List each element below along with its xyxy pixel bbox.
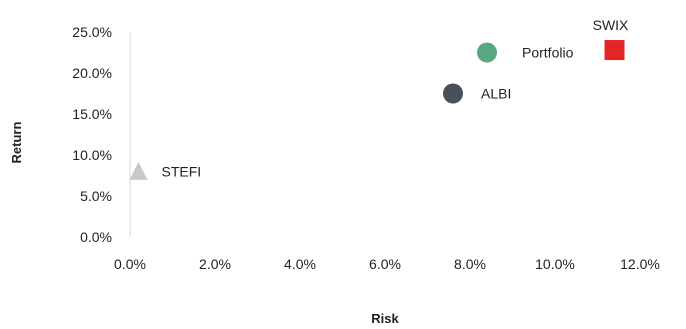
x-tick-label: 4.0% — [284, 256, 316, 272]
point-marker-portfolio — [477, 42, 497, 63]
x-tick-label: 0.0% — [114, 256, 146, 272]
x-axis-title: Risk — [371, 311, 399, 326]
point-label-portfolio: Portfolio — [522, 45, 574, 61]
x-tick-label: 10.0% — [535, 256, 575, 272]
y-axis-tick-labels: 0.0% 5.0% 10.0% 15.0% 20.0% 25.0% — [72, 24, 112, 245]
point-label-albi: ALBI — [481, 86, 511, 102]
y-tick-label: 20.0% — [72, 65, 112, 81]
y-tick-label: 0.0% — [80, 229, 112, 245]
y-tick-label: 10.0% — [72, 147, 112, 163]
x-axis-tick-labels: 0.0% 2.0% 4.0% 6.0% 8.0% 10.0% 12.0% — [114, 256, 660, 272]
y-tick-label: 25.0% — [72, 24, 112, 40]
x-tick-label: 8.0% — [454, 256, 486, 272]
point-marker-albi — [443, 83, 463, 104]
y-axis-title: Return — [9, 121, 24, 163]
point-marker-swix — [604, 40, 625, 61]
x-tick-label: 2.0% — [199, 256, 231, 272]
point-marker-stefi — [129, 161, 148, 180]
data-points: SWIX Portfolio ALBI STEFI — [129, 17, 629, 180]
x-tick-label: 12.0% — [620, 256, 660, 272]
x-tick-label: 6.0% — [369, 256, 401, 272]
point-label-swix: SWIX — [593, 17, 629, 33]
y-tick-label: 15.0% — [72, 106, 112, 122]
point-label-stefi: STEFI — [162, 163, 202, 179]
y-tick-label: 5.0% — [80, 188, 112, 204]
